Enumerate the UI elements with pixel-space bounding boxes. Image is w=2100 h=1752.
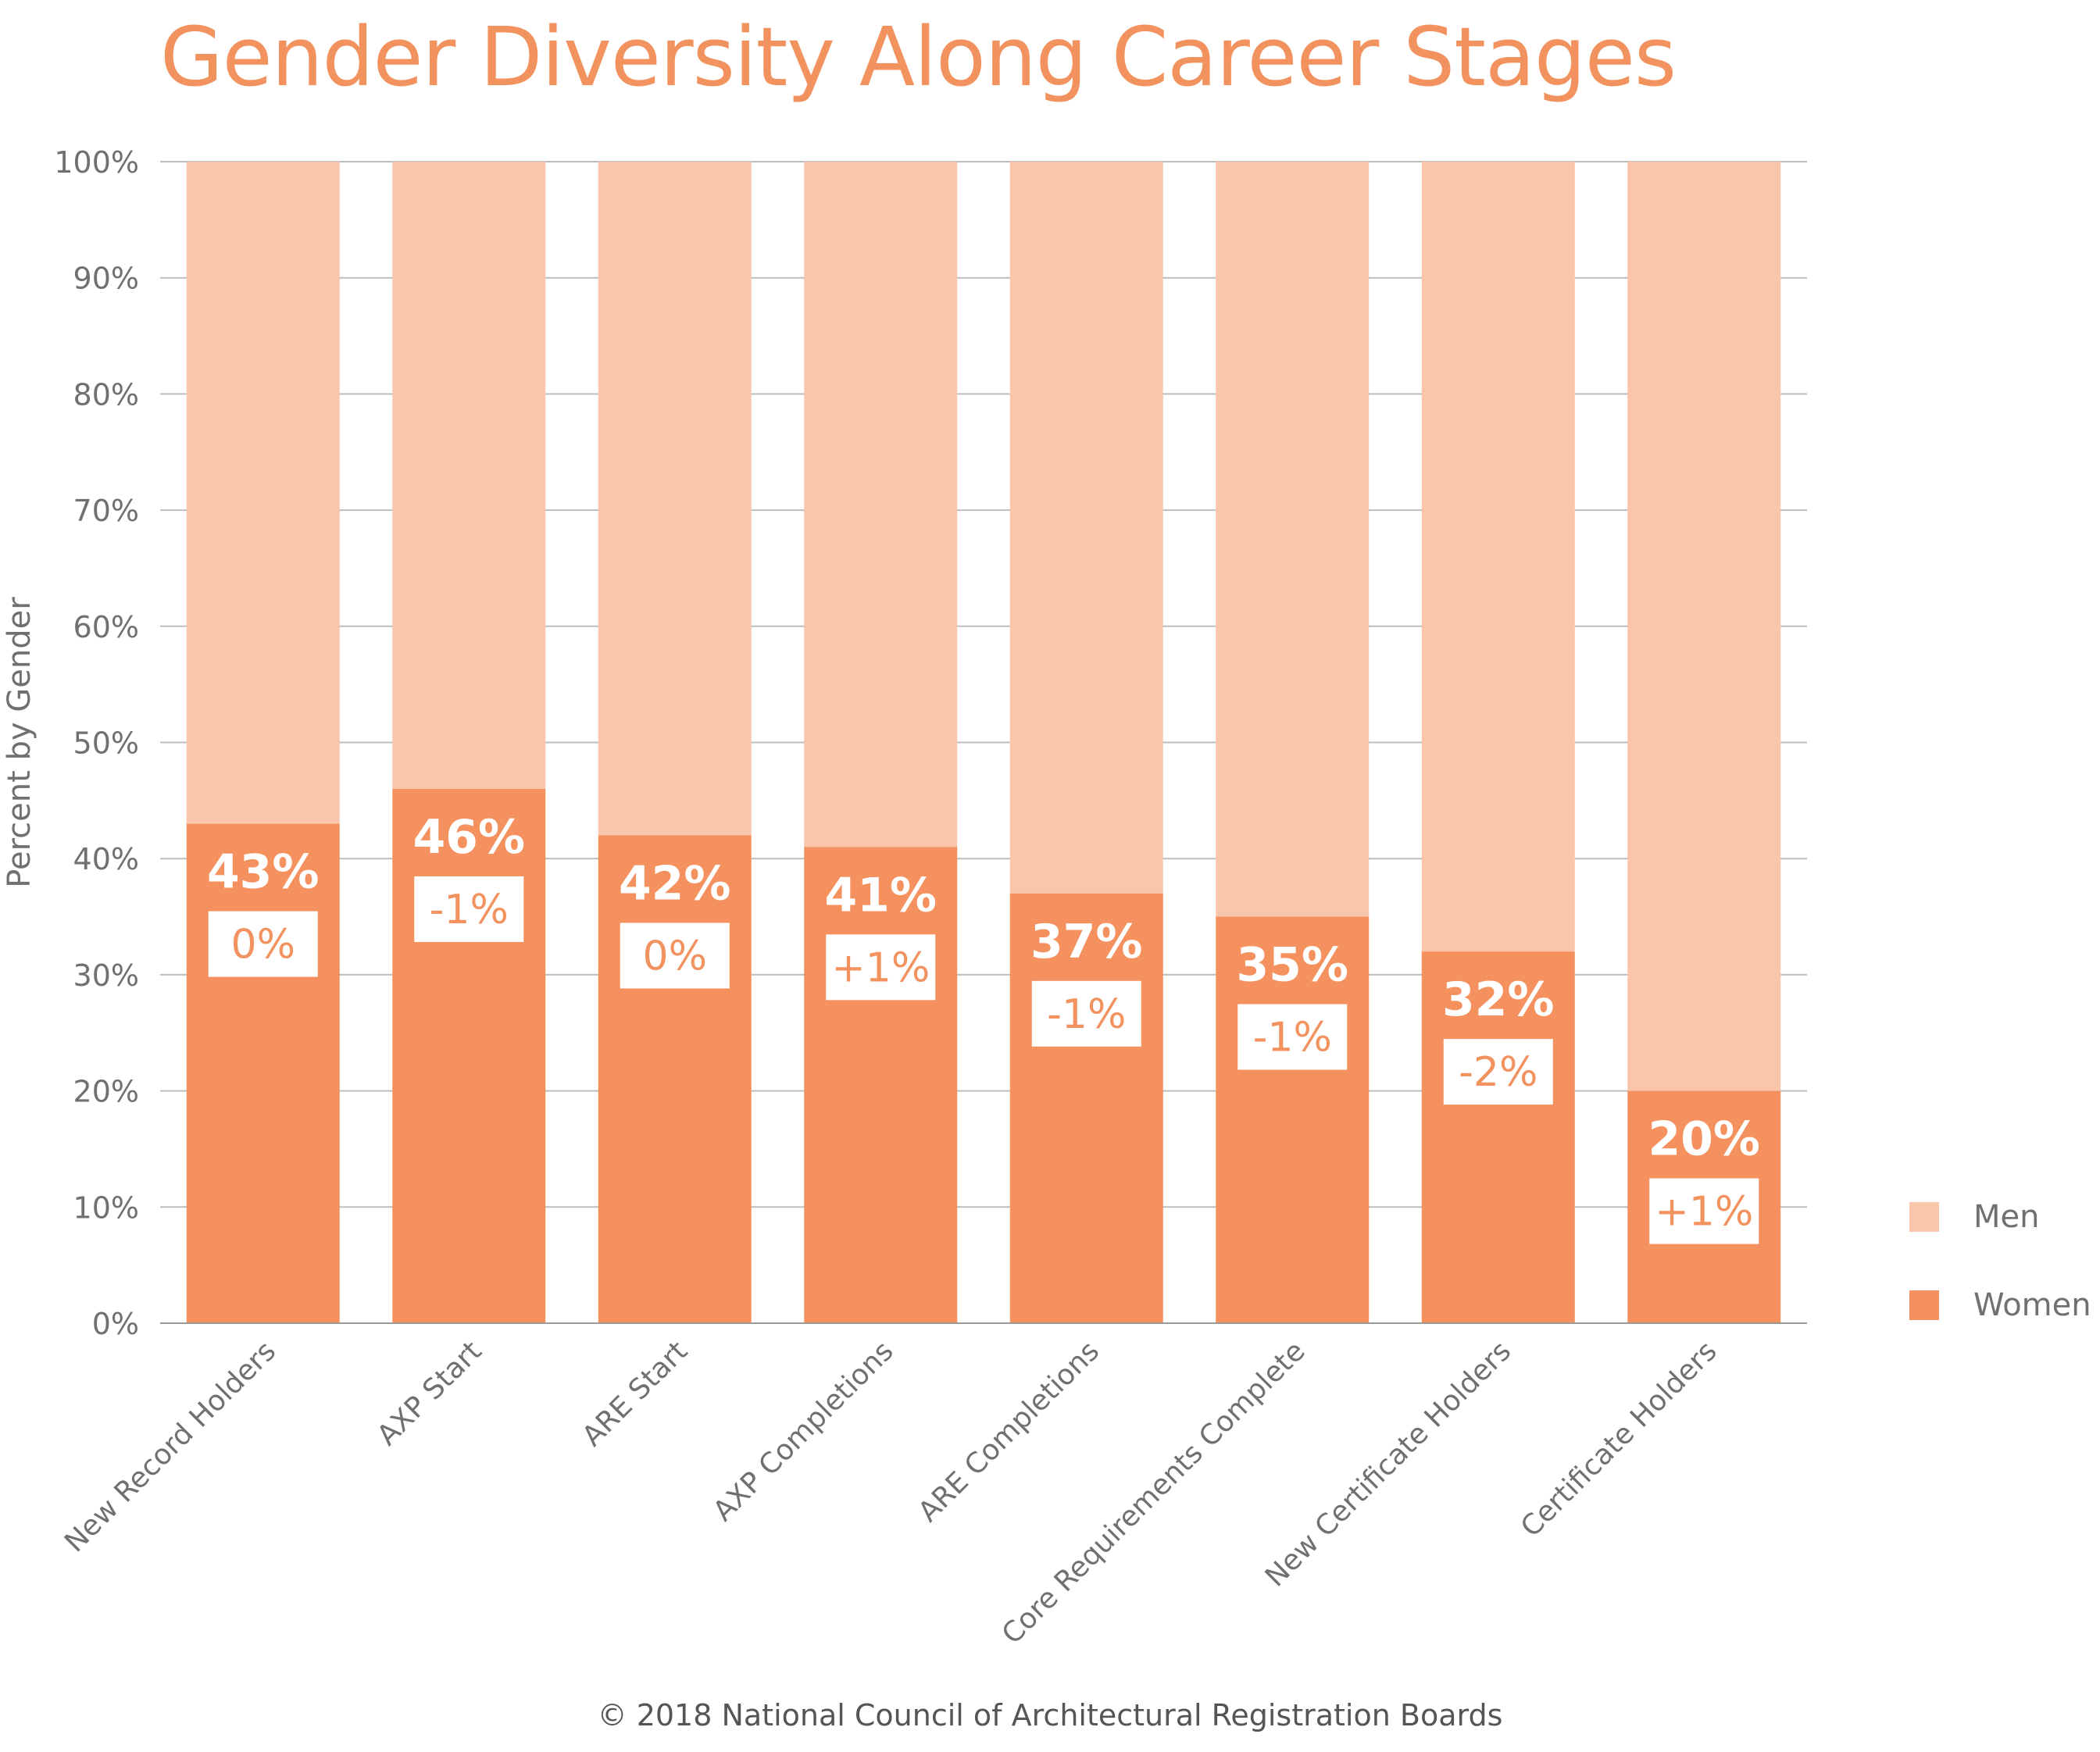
bar-women bbox=[186, 823, 340, 1323]
y-tick-label: 40% bbox=[73, 842, 139, 876]
bar-data-label: 35% bbox=[1236, 938, 1348, 993]
bar-men bbox=[1009, 162, 1163, 894]
bar-women bbox=[1009, 893, 1163, 1323]
bar-men bbox=[804, 162, 958, 847]
y-axis-label: Percent by Gender bbox=[2, 597, 38, 888]
bar-data-label: 20% bbox=[1648, 1112, 1760, 1167]
change-label: -1% bbox=[1253, 1015, 1332, 1062]
x-tick-label: AXP Completions bbox=[707, 1335, 899, 1527]
x-tick-label: AXP Start bbox=[371, 1335, 488, 1451]
bar-women bbox=[804, 847, 958, 1323]
bar-men bbox=[598, 162, 752, 836]
change-badge bbox=[414, 876, 524, 942]
bar-men bbox=[1421, 162, 1575, 952]
bar-women bbox=[392, 788, 546, 1323]
bar-data-label: 46% bbox=[412, 810, 525, 865]
y-tick-label: 0% bbox=[92, 1307, 139, 1341]
bar-women bbox=[1421, 951, 1575, 1323]
y-tick-label: 80% bbox=[73, 377, 139, 412]
legend-label-women: Women bbox=[1973, 1287, 2091, 1323]
change-badge bbox=[1649, 1178, 1759, 1244]
bar-data-label: 42% bbox=[619, 856, 731, 911]
change-badge bbox=[1238, 1004, 1348, 1070]
bar-men bbox=[392, 162, 546, 789]
bar-women bbox=[598, 835, 752, 1323]
x-tick-label: New Record Holders bbox=[59, 1335, 282, 1558]
y-tick-label: 10% bbox=[73, 1190, 139, 1225]
legend-swatch-men bbox=[1909, 1202, 1939, 1232]
change-label: 0% bbox=[231, 922, 296, 969]
x-tick-label: ARE Completions bbox=[912, 1335, 1105, 1528]
x-tick-label: ARE Start bbox=[577, 1335, 694, 1452]
bar-men bbox=[1627, 162, 1781, 1091]
change-label: -2% bbox=[1459, 1049, 1538, 1096]
change-label: +1% bbox=[1655, 1189, 1753, 1236]
change-label: -1% bbox=[1047, 991, 1126, 1038]
bar-data-label: 37% bbox=[1030, 915, 1143, 969]
bar-women bbox=[1216, 916, 1370, 1323]
change-badge bbox=[208, 911, 318, 977]
bar-men bbox=[1216, 162, 1370, 917]
copyright-footer: © 2018 National Council of Architectural… bbox=[597, 1698, 1503, 1732]
bar-men bbox=[186, 162, 340, 824]
change-label: -1% bbox=[430, 887, 509, 933]
y-tick-label: 90% bbox=[73, 262, 139, 296]
x-tick-label: New Certificate Holders bbox=[1259, 1335, 1517, 1593]
x-tick-label: Certificate Holders bbox=[1515, 1335, 1723, 1543]
y-tick-label: 50% bbox=[73, 726, 139, 761]
change-badge bbox=[620, 922, 730, 989]
y-tick-label: 100% bbox=[54, 145, 139, 180]
bar-data-label: 32% bbox=[1442, 972, 1555, 1027]
chart-title: Gender Diversity Along Career Stages bbox=[160, 9, 1677, 105]
y-tick-label: 30% bbox=[73, 958, 139, 993]
change-badge bbox=[1443, 1039, 1553, 1105]
change-label: 0% bbox=[643, 933, 708, 979]
legend-label-men: Men bbox=[1973, 1199, 2039, 1235]
change-label: +1% bbox=[831, 944, 930, 991]
bar-data-label: 41% bbox=[824, 868, 937, 922]
y-tick-label: 70% bbox=[73, 494, 139, 528]
y-tick-label: 20% bbox=[73, 1075, 139, 1109]
y-tick-label: 60% bbox=[73, 610, 139, 644]
bar-data-label: 43% bbox=[207, 845, 320, 900]
change-badge bbox=[826, 934, 936, 1001]
legend-swatch-women bbox=[1909, 1290, 1939, 1320]
change-badge bbox=[1031, 980, 1141, 1047]
